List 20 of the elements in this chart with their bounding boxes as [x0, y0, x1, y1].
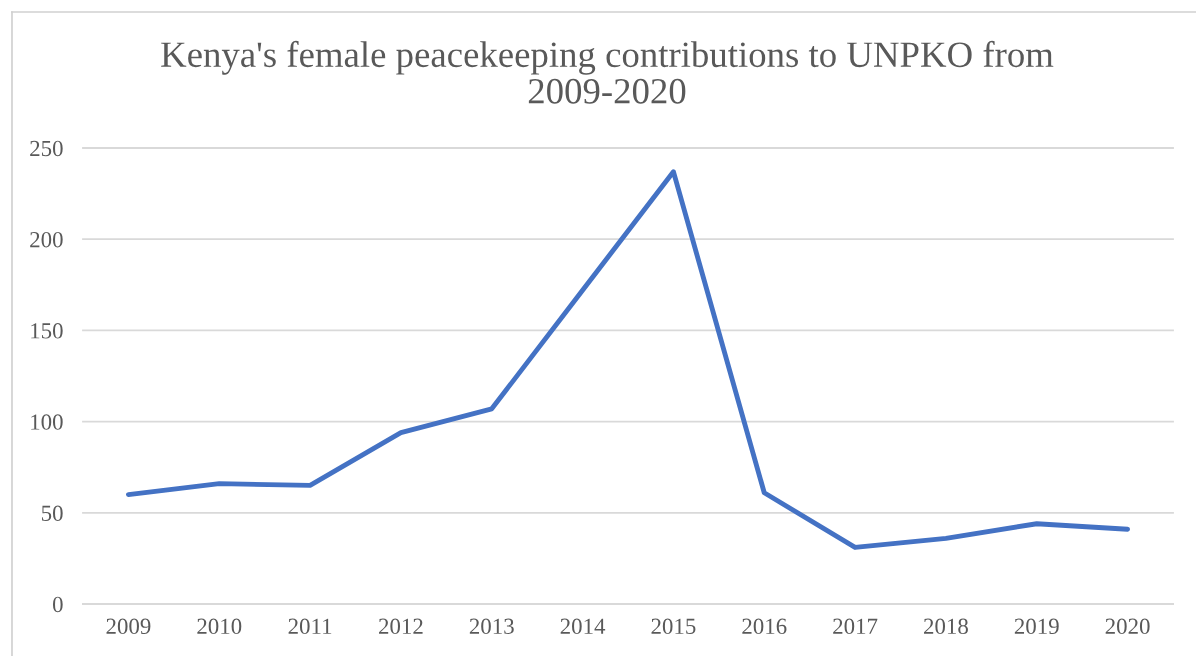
x-tick-label: 2017 — [833, 618, 878, 635]
y-tick-label: 200 — [30, 231, 63, 248]
x-tick-label: 2010 — [197, 618, 242, 635]
y-tick-label: 250 — [30, 140, 63, 157]
x-tick-label: 2019 — [1014, 618, 1059, 635]
x-tick-label: 2012 — [379, 618, 423, 635]
y-tick-label: 0 — [52, 596, 63, 613]
chart-title: Kenya's female peacekeeping contributions to UNPKO from 2009-2020 — [161, 40, 1054, 104]
y-tick-label: 50 — [41, 505, 63, 521]
line-series — [125, 169, 1131, 550]
x-tick-label: 2013 — [469, 618, 514, 635]
y-tick-label: 100 — [31, 414, 63, 430]
y-tick-label: 150 — [31, 323, 63, 339]
x-tick-label: 2020 — [1105, 618, 1150, 635]
x-tick-label: 2018 — [924, 618, 968, 635]
x-tick-label: 2009 — [106, 618, 151, 635]
x-tick-label: 2011 — [288, 618, 332, 635]
x-tick-label: 2016 — [742, 618, 787, 635]
x-tick-label: 2015 — [651, 618, 696, 635]
x-tick-label: 2014 — [560, 618, 606, 635]
